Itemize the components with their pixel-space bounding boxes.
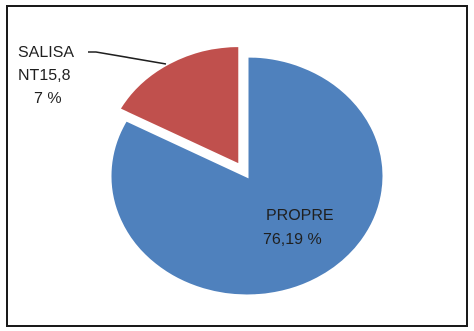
propre-label-line-2: 76,19 %	[263, 231, 322, 248]
pie-slices	[108, 43, 386, 298]
pie-slice-propre	[108, 54, 386, 298]
salisant-label-line-2: NT15,8	[18, 67, 71, 84]
pie-slice-salisant	[116, 43, 242, 168]
propre-label-line-1: PROPRE	[266, 207, 334, 224]
salisant-label-line-1: SALISA	[18, 44, 74, 61]
salisant-label-line-3: 7 %	[34, 90, 62, 107]
salisant-leader-line	[88, 51, 167, 65]
